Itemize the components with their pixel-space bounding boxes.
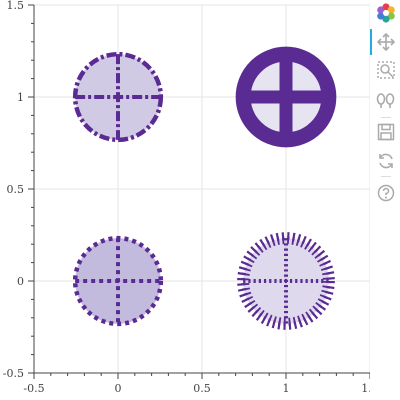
y-tick-label: 0 [17,275,24,288]
y-tick-label: 1.5 [7,0,25,12]
pan-tool-icon[interactable] [375,31,397,53]
reset-tool-icon[interactable] [375,150,397,172]
y-tick-label: 1 [17,91,24,104]
plot-area[interactable]: -0.5 0 0.5 1 1.5 -0.5 0 0.5 1 1.5 [0,0,370,400]
x-tick-label: -0.5 [23,382,44,395]
box-zoom-tool-icon[interactable] [375,59,397,81]
toolbar-separator [381,176,391,177]
y-tick-label: -0.5 [3,367,24,380]
y-tick-label: 0.5 [7,183,25,196]
save-tool-icon[interactable] [375,121,397,143]
circle-cross-marker [75,238,161,324]
x-tick-label: 0 [115,382,122,395]
circle-cross-marker [243,238,329,324]
x-tick-label: 1 [283,382,290,395]
toolbar-separator [381,117,391,118]
toolbar [370,0,400,400]
help-tool-icon[interactable] [375,182,397,204]
circle-cross-marker [243,54,329,140]
active-tool-indicator [370,29,372,55]
x-tick-label: 1.5 [361,382,370,395]
circle-cross-marker [75,54,161,140]
x-tick-label: 0.5 [193,382,211,395]
bokeh-logo-icon [375,2,397,24]
wheel-zoom-tool-icon[interactable] [375,89,397,111]
